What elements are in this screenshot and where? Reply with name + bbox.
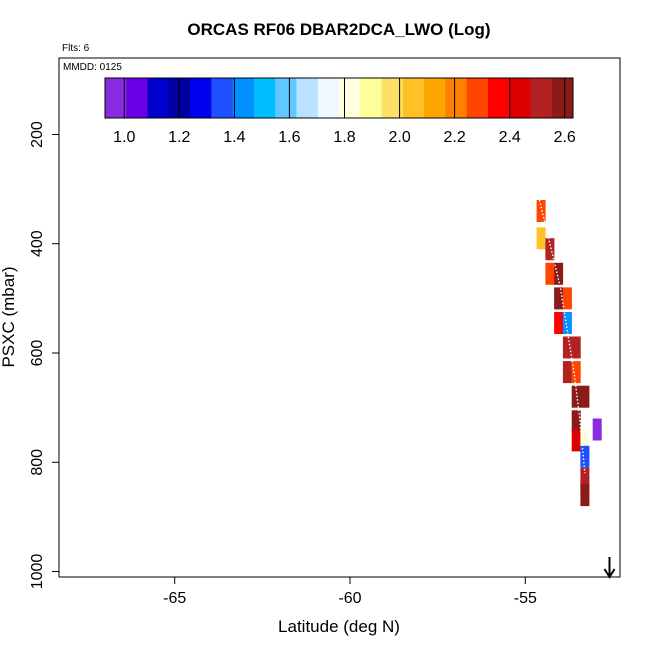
data-cell-3 xyxy=(545,262,555,285)
x-axis: -65 -60 -55 xyxy=(163,577,537,607)
panel-label: MMDD: 0125 xyxy=(63,62,122,73)
plot-frame xyxy=(58,57,621,578)
colorbar-swatch-1 xyxy=(126,78,149,118)
y-axis: 200 400 600 800 1000 xyxy=(29,121,59,589)
colorbar-swatch-16 xyxy=(445,78,468,118)
colorbar-swatch-2 xyxy=(147,78,170,118)
y-tick-label-4: 1000 xyxy=(29,554,46,590)
data-cell-5 xyxy=(554,287,564,310)
colorbar-tick-label-0: 1.0 xyxy=(113,129,135,146)
x-tick-label-2: -55 xyxy=(514,590,537,607)
down-arrow-icon xyxy=(603,568,616,579)
colorbar-swatch-10 xyxy=(317,78,340,118)
colorbar-swatch-4 xyxy=(190,78,212,118)
colorbar-swatch-5 xyxy=(211,78,234,118)
colorbar: 1.0 1.2 1.4 1.6 1.8 2.0 2.2 2.4 2.6 xyxy=(104,77,576,146)
colorbar-tick-label-8: 2.6 xyxy=(554,129,576,146)
y-tick-label-0: 200 xyxy=(29,121,46,148)
data-cell-0 xyxy=(536,200,546,222)
data-cell-10 xyxy=(571,336,581,359)
colorbar-swatch-18 xyxy=(487,78,510,118)
y-tick-label-1: 400 xyxy=(29,230,46,257)
colorbar-swatch-19 xyxy=(509,78,531,118)
data-cell-6 xyxy=(562,287,572,310)
y-axis-label: PSXC (mbar) xyxy=(0,266,18,367)
x-tick-label-0: -65 xyxy=(163,590,186,607)
colorbar-frame xyxy=(104,77,574,119)
colorbar-tick-label-1: 1.2 xyxy=(168,129,190,146)
colorbar-swatch-7 xyxy=(253,78,276,118)
data-cell-14 xyxy=(580,385,590,408)
data-cell-4 xyxy=(554,262,564,285)
colorbar-swatch-8 xyxy=(275,78,297,118)
chart-title: ORCAS RF06 DBAR2DCA_LWO (Log) xyxy=(187,20,490,39)
colorbar-swatch-21 xyxy=(551,78,574,118)
data-cell-7 xyxy=(554,312,564,334)
x-tick-label-1: -60 xyxy=(338,590,361,607)
data-cell-2 xyxy=(545,238,555,261)
colorbar-swatch-20 xyxy=(530,78,553,118)
colorbar-swatch-17 xyxy=(466,78,489,118)
flight-track xyxy=(538,199,586,474)
colorbar-tick-label-7: 2.4 xyxy=(499,129,521,146)
end-marker xyxy=(603,557,616,579)
data-cell-9 xyxy=(562,336,572,359)
colorbar-tick-label-5: 2.0 xyxy=(388,129,410,146)
data-cell-20 xyxy=(580,467,590,490)
data-cell-21 xyxy=(580,484,590,507)
colorbar-swatch-14 xyxy=(402,78,425,118)
chart-subtitle: Flts: 6 xyxy=(62,43,90,54)
colorbar-swatch-9 xyxy=(296,78,319,118)
data-cell-16 xyxy=(571,429,581,452)
data-cell-12 xyxy=(571,361,581,384)
colorbar-swatch-0 xyxy=(105,78,127,118)
flight-track-line xyxy=(538,199,586,474)
data-cell-1 xyxy=(536,227,546,250)
colorbar-swatch-12 xyxy=(360,78,383,118)
data-cell-15 xyxy=(571,410,581,433)
data-cells xyxy=(536,200,602,507)
colorbar-swatch-11 xyxy=(339,78,361,118)
x-axis-label: Latitude (deg N) xyxy=(278,617,400,636)
colorbar-tick-label-2: 1.4 xyxy=(223,129,245,146)
colorbar-tick-label-4: 1.8 xyxy=(333,129,355,146)
data-cell-17 xyxy=(580,429,590,452)
data-cell-18 xyxy=(592,418,602,441)
colorbar-swatch-6 xyxy=(232,78,255,118)
data-cell-11 xyxy=(562,361,572,384)
data-cell-13 xyxy=(571,385,581,408)
y-tick-label-3: 800 xyxy=(29,449,46,476)
colorbar-swatch-15 xyxy=(424,78,446,118)
colorbar-tick-label-3: 1.6 xyxy=(278,129,300,146)
y-tick-label-2: 600 xyxy=(29,340,46,367)
data-cell-8 xyxy=(562,312,572,334)
colorbar-swatch-13 xyxy=(381,78,404,118)
data-cell-19 xyxy=(580,445,590,468)
colorbar-tick-label-6: 2.2 xyxy=(443,129,465,146)
